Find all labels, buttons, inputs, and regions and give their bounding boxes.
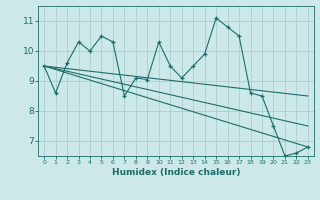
X-axis label: Humidex (Indice chaleur): Humidex (Indice chaleur) xyxy=(112,168,240,177)
